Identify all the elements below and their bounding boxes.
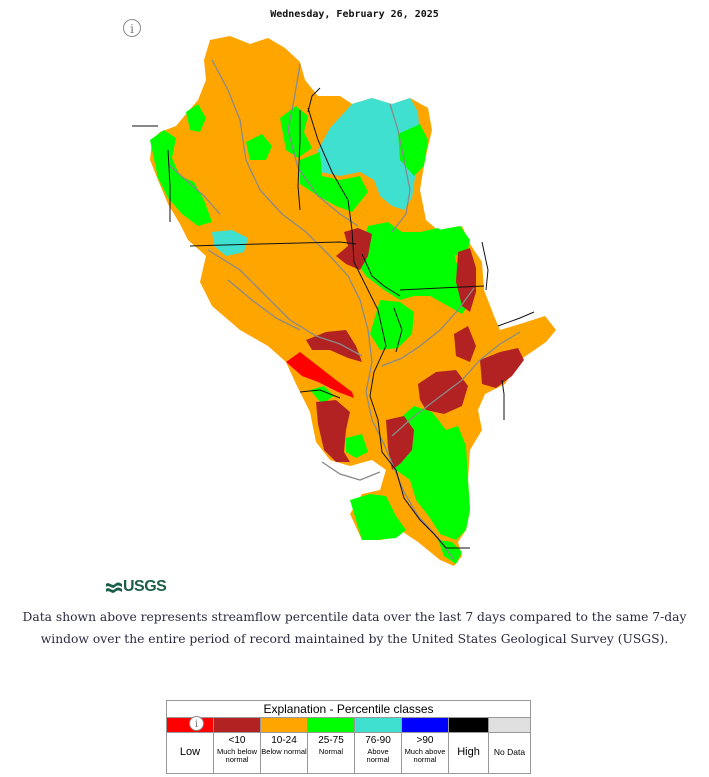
- legend: Explanation - Percentile classes Low <10…: [166, 700, 531, 774]
- legend-range: <10: [228, 735, 246, 746]
- usgs-logo: USGS: [106, 578, 167, 596]
- region-normal: [398, 124, 428, 176]
- legend-swatch: [308, 718, 354, 733]
- legend-label: Low: [179, 746, 201, 758]
- region-normal: [150, 130, 212, 226]
- region-normal: [186, 104, 206, 132]
- usgs-wave-icon: [106, 582, 122, 593]
- usgs-logo-text: USGS: [123, 578, 167, 595]
- region-above-normal: [212, 230, 248, 256]
- region-normal: [350, 494, 406, 540]
- map-date: Wednesday, February 26, 2025: [270, 9, 439, 20]
- state-boundaries: [132, 87, 535, 549]
- region-normal: [246, 134, 272, 160]
- region-normal: [370, 300, 414, 350]
- legend-desc: Below normal: [261, 747, 307, 756]
- legend-range: 76-90: [365, 735, 391, 746]
- legend-range: 25-75: [318, 735, 344, 746]
- legend-class-no-data: No Data: [489, 718, 530, 774]
- region-normal: [280, 106, 312, 158]
- region-normal: [346, 434, 368, 458]
- map-description: Data shown above represents streamflow p…: [22, 610, 687, 646]
- legend-swatch: [489, 718, 530, 733]
- legend-label: No Data: [493, 747, 526, 757]
- legend-desc: Much above normal: [404, 747, 446, 764]
- info-icon[interactable]: i: [123, 19, 141, 37]
- region-much-below-normal: [480, 348, 524, 388]
- streamflow-map[interactable]: [0, 0, 709, 600]
- legend-desc: Normal: [318, 747, 344, 756]
- legend-info-icon[interactable]: i: [189, 716, 204, 731]
- region-normal: [356, 222, 472, 314]
- legend-swatch: [355, 718, 401, 733]
- region-much-below-normal: [316, 400, 350, 462]
- region-much-below-normal: [386, 416, 414, 470]
- legend-class-high: High: [449, 718, 489, 774]
- region-low: [286, 352, 354, 398]
- river-lines: [167, 59, 521, 561]
- region-normal: [300, 152, 368, 212]
- legend-class-much-above: >90 Much above normal: [402, 718, 449, 774]
- region-above-normal: [318, 98, 420, 210]
- legend-class-much-below: <10 Much below normal: [214, 718, 261, 774]
- region-much-below-normal: [456, 248, 476, 312]
- legend-range: >90: [416, 735, 434, 746]
- legend-desc: Much below normal: [216, 747, 258, 764]
- legend-class-normal: 25-75 Normal: [308, 718, 355, 774]
- legend-desc: Above normal: [366, 747, 390, 764]
- region-much-below-normal: [454, 326, 476, 362]
- region-normal: [438, 226, 470, 258]
- legend-title: Explanation - Percentile classes: [167, 701, 530, 718]
- legend-swatch: [449, 718, 488, 733]
- legend-swatch: [402, 718, 448, 733]
- region-much-below-normal: [336, 228, 372, 270]
- legend-class-above: 76-90 Above normal: [355, 718, 402, 774]
- legend-range: 10-24: [271, 735, 297, 746]
- legend-class-below: 10-24 Below normal: [261, 718, 308, 774]
- legend-swatch: [214, 718, 260, 733]
- legend-swatch: [261, 718, 307, 733]
- legend-label: High: [457, 746, 480, 758]
- legend-classes: Low <10 Much below normal 10-24 Below no…: [167, 718, 530, 774]
